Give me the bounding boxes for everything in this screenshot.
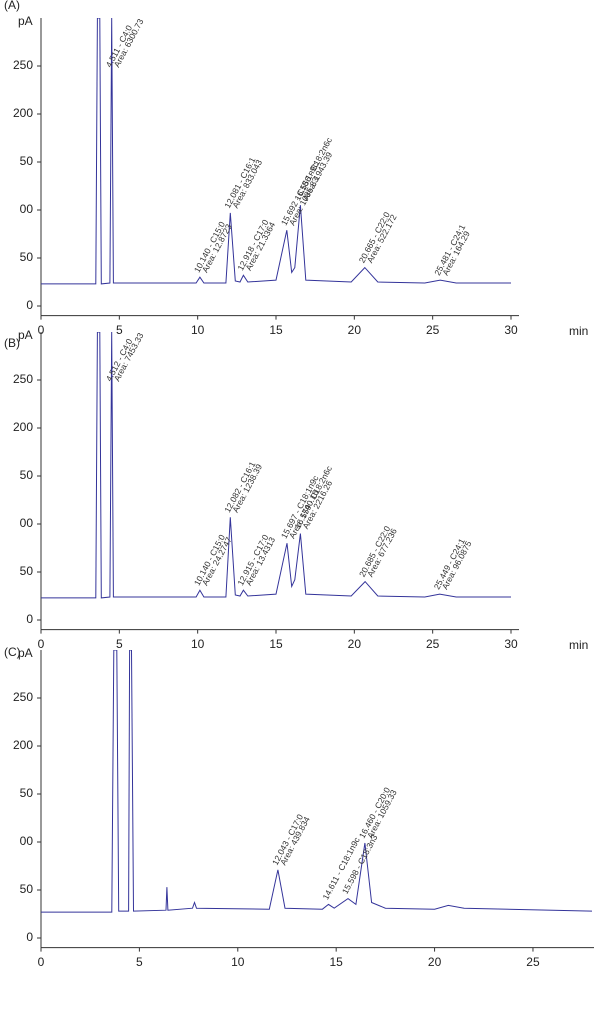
y-tick-label: 200 bbox=[13, 738, 33, 752]
x-tick-label: 15 bbox=[269, 323, 283, 337]
panel-title: (C) bbox=[4, 645, 21, 659]
y-tick-label: 50 bbox=[20, 154, 34, 168]
x-tick-label: 0 bbox=[38, 955, 45, 969]
y-tick-label: 00 bbox=[20, 516, 34, 530]
x-tick-label: 15 bbox=[269, 637, 283, 651]
chromatogram-trace bbox=[41, 18, 511, 285]
y-tick-label: 50 bbox=[20, 250, 34, 264]
y-tick-label: 0 bbox=[26, 298, 33, 312]
x-tick-label: 25 bbox=[526, 955, 540, 969]
y-axis-label: pA bbox=[18, 14, 33, 28]
y-tick-label: 50 bbox=[20, 468, 34, 482]
y-tick-label: 0 bbox=[26, 612, 33, 626]
x-tick-label: 10 bbox=[191, 637, 205, 651]
x-tick-label: 20 bbox=[348, 637, 362, 651]
y-tick-label: 00 bbox=[20, 202, 34, 216]
x-tick-label: 30 bbox=[504, 323, 518, 337]
x-tick-label: 20 bbox=[348, 323, 362, 337]
panel-title: (B) bbox=[4, 336, 20, 350]
y-tick-label: 50 bbox=[20, 882, 34, 896]
y-tick-label: 50 bbox=[20, 786, 34, 800]
chromatogram-trace bbox=[41, 332, 511, 599]
x-tick-label: 25 bbox=[426, 637, 440, 651]
y-tick-label: 0 bbox=[26, 930, 33, 944]
y-tick-label: 250 bbox=[13, 690, 33, 704]
x-tick-label: 0 bbox=[38, 637, 45, 651]
x-tick-label: 10 bbox=[191, 323, 205, 337]
x-tick-label: 15 bbox=[329, 955, 343, 969]
y-tick-label: 250 bbox=[13, 58, 33, 72]
x-tick-label: 20 bbox=[428, 955, 442, 969]
y-tick-label: 200 bbox=[13, 106, 33, 120]
panel-title: (A) bbox=[4, 0, 20, 12]
y-tick-label: 250 bbox=[13, 372, 33, 386]
x-tick-label: 0 bbox=[38, 323, 45, 337]
y-tick-label: 200 bbox=[13, 420, 33, 434]
x-tick-label: 30 bbox=[504, 637, 518, 651]
x-axis-label: min bbox=[569, 324, 588, 338]
y-tick-label: 50 bbox=[20, 564, 34, 578]
x-tick-label: 5 bbox=[116, 637, 123, 651]
x-tick-label: 25 bbox=[426, 323, 440, 337]
x-axis-label: min bbox=[569, 638, 588, 652]
y-axis-label: pA bbox=[18, 328, 33, 342]
x-tick-label: 5 bbox=[136, 955, 143, 969]
chromatogram-trace bbox=[41, 650, 593, 913]
x-tick-label: 5 bbox=[116, 323, 123, 337]
x-tick-label: 10 bbox=[231, 955, 245, 969]
y-axis-label: pA bbox=[18, 646, 33, 660]
y-tick-label: 00 bbox=[20, 834, 34, 848]
